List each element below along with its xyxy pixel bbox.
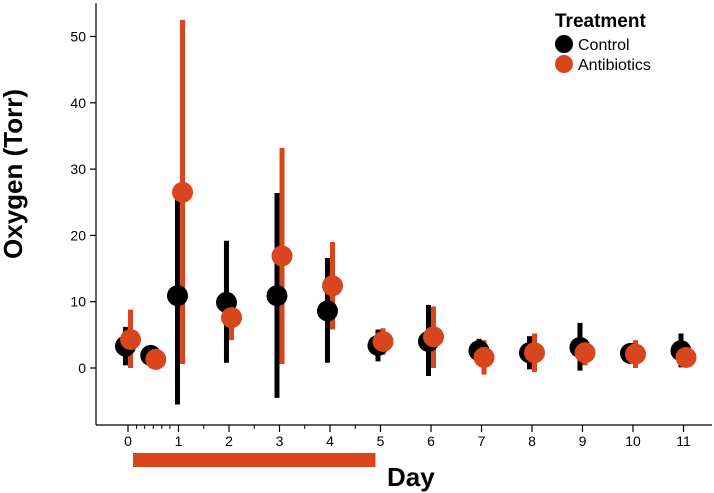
y-tick-label: 30 [70,161,86,177]
control-point [316,300,338,322]
legend: Treatment Control Antibiotics [555,11,651,74]
y-tick-label: 20 [70,227,86,243]
x-tick-label: 2 [225,433,233,449]
y-tick-label: 0 [78,360,86,376]
x-tick-label: 6 [427,433,435,449]
antibiotics-point [423,326,445,348]
antibiotics-point [473,346,495,368]
legend-marker-antibiotics [555,55,573,73]
y-axis-title: Oxygen (Torr) [0,89,28,259]
y-tick-label: 10 [70,294,86,310]
x-tick-label: 5 [377,433,385,449]
antibiotics-point [372,330,394,352]
x-tick-label: 7 [478,433,486,449]
antibiotics-point [322,275,344,297]
antibiotics-point [145,348,167,370]
control-point [166,285,188,307]
plot-area [114,19,697,467]
x-tick-label: 3 [276,433,284,449]
legend-label-control: Control [578,37,630,54]
x-tick-label: 9 [579,433,587,449]
x-tick-label: 1 [175,433,183,449]
antibiotics-point [172,181,194,203]
control-point [266,285,288,307]
antibiotics-point [675,346,697,368]
antibiotics-point [574,342,596,364]
antibiotics-point [221,307,243,329]
antibiotics-point [524,342,546,364]
y-tick-label: 40 [70,95,86,111]
antibiotics-point [120,328,142,350]
y-tick-label: 50 [70,29,86,45]
legend-title: Treatment [555,11,646,32]
x-tick-label: 11 [676,433,691,449]
axes: 0 10 20 30 40 50 0 1 2 3 4 5 6 7 8 9 10 11 [70,3,712,449]
x-tick-label: 10 [625,433,641,449]
x-tick-label: 4 [326,433,334,449]
antibiotics-point [271,245,293,267]
legend-label-antibiotics: Antibiotics [578,57,651,74]
legend-marker-control [555,35,573,53]
treatment-period-bar [133,453,376,467]
x-axis-title: Day [387,462,435,492]
x-tick-label: 0 [124,433,132,449]
antibiotics-point [625,343,647,365]
x-tick-label: 8 [528,433,536,449]
